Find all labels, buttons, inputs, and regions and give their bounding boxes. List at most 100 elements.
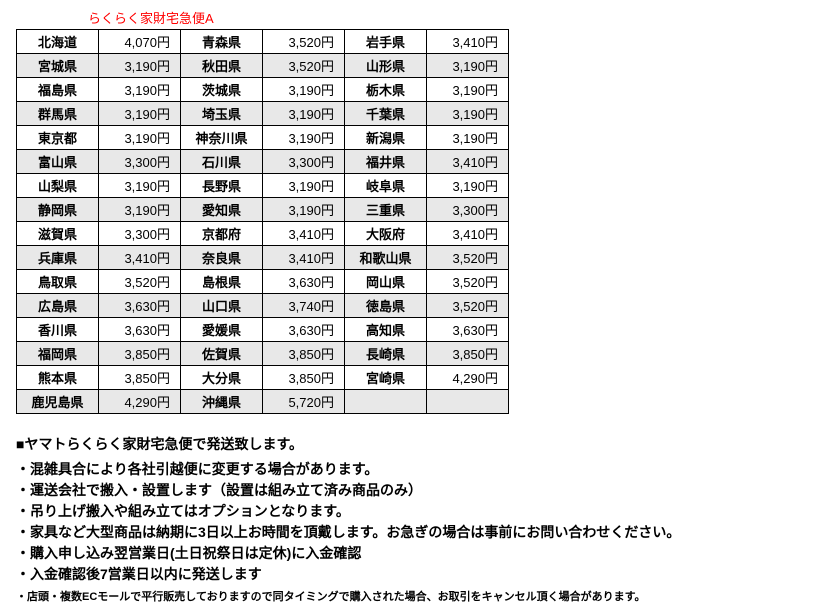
prefecture-cell: 鳥取県: [17, 270, 99, 294]
prefecture-cell: 石川県: [181, 150, 263, 174]
prefecture-cell: 福岡県: [17, 342, 99, 366]
table-row: 広島県3,630円山口県3,740円徳島県3,520円: [17, 294, 509, 318]
table-row: 兵庫県3,410円奈良県3,410円和歌山県3,520円: [17, 246, 509, 270]
prefecture-cell: 茨城県: [181, 78, 263, 102]
prefecture-cell: 福島県: [17, 78, 99, 102]
price-cell: 5,720円: [263, 390, 345, 414]
prefecture-cell: 愛媛県: [181, 318, 263, 342]
table-row: 富山県3,300円石川県3,300円福井県3,410円: [17, 150, 509, 174]
price-cell: 3,190円: [427, 54, 509, 78]
prefecture-cell: 大阪府: [345, 222, 427, 246]
prefecture-cell: 広島県: [17, 294, 99, 318]
table-row: 福岡県3,850円佐賀県3,850円長崎県3,850円: [17, 342, 509, 366]
notes-bullet: ・混雑具合により各社引越便に変更する場合があります。: [16, 459, 806, 480]
price-cell: 3,630円: [427, 318, 509, 342]
price-cell: 4,290円: [427, 366, 509, 390]
prefecture-cell: 宮崎県: [345, 366, 427, 390]
price-cell: 3,850円: [427, 342, 509, 366]
price-cell: 3,190円: [99, 126, 181, 150]
price-cell: 3,630円: [263, 318, 345, 342]
price-cell: 3,410円: [99, 246, 181, 270]
price-cell: 3,190円: [427, 78, 509, 102]
price-cell: 3,410円: [427, 30, 509, 54]
prefecture-cell: 青森県: [181, 30, 263, 54]
price-cell: 3,190円: [427, 102, 509, 126]
prefecture-cell: 岡山県: [345, 270, 427, 294]
table-row: 北海道4,070円青森県3,520円岩手県3,410円: [17, 30, 509, 54]
price-cell: 3,190円: [263, 102, 345, 126]
prefecture-cell: 愛知県: [181, 198, 263, 222]
prefecture-cell: 宮城県: [17, 54, 99, 78]
service-title: らくらく家財宅急便A: [88, 8, 806, 27]
price-cell: 4,070円: [99, 30, 181, 54]
prefecture-cell: 沖縄県: [181, 390, 263, 414]
prefecture-cell: [345, 390, 427, 414]
prefecture-cell: 三重県: [345, 198, 427, 222]
prefecture-cell: 埼玉県: [181, 102, 263, 126]
table-row: 熊本県3,850円大分県3,850円宮崎県4,290円: [17, 366, 509, 390]
notes-bullet: ・購入申し込み翌営業日(土日祝祭日は定休)に入金確認: [16, 543, 806, 564]
price-cell: 3,190円: [263, 198, 345, 222]
prefecture-cell: 神奈川県: [181, 126, 263, 150]
price-cell: 3,850円: [99, 366, 181, 390]
prefecture-cell: 山形県: [345, 54, 427, 78]
prefecture-cell: 長崎県: [345, 342, 427, 366]
price-cell: 4,290円: [99, 390, 181, 414]
table-row: 宮城県3,190円秋田県3,520円山形県3,190円: [17, 54, 509, 78]
prefecture-cell: 福井県: [345, 150, 427, 174]
prefecture-cell: 群馬県: [17, 102, 99, 126]
price-cell: 3,190円: [427, 126, 509, 150]
price-cell: 3,410円: [263, 246, 345, 270]
prefecture-cell: 大分県: [181, 366, 263, 390]
notes-heading: ■ヤマトらくらく家財宅急便で発送致します。: [16, 434, 806, 455]
price-cell: 3,630円: [99, 318, 181, 342]
table-row: 静岡県3,190円愛知県3,190円三重県3,300円: [17, 198, 509, 222]
price-cell: 3,520円: [427, 270, 509, 294]
price-cell: 3,410円: [427, 222, 509, 246]
price-cell: 3,520円: [427, 246, 509, 270]
price-cell: 3,520円: [263, 54, 345, 78]
prefecture-cell: 新潟県: [345, 126, 427, 150]
price-cell: 3,300円: [427, 198, 509, 222]
price-cell: 3,190円: [99, 102, 181, 126]
prefecture-cell: 兵庫県: [17, 246, 99, 270]
prefecture-cell: 徳島県: [345, 294, 427, 318]
price-cell: 3,520円: [263, 30, 345, 54]
price-cell: 3,740円: [263, 294, 345, 318]
prefecture-cell: 山口県: [181, 294, 263, 318]
prefecture-cell: 岐阜県: [345, 174, 427, 198]
table-row: 香川県3,630円愛媛県3,630円高知県3,630円: [17, 318, 509, 342]
price-cell: 3,520円: [427, 294, 509, 318]
price-cell: 3,190円: [263, 174, 345, 198]
prefecture-cell: 熊本県: [17, 366, 99, 390]
price-cell: 3,190円: [99, 198, 181, 222]
prefecture-cell: 京都府: [181, 222, 263, 246]
prefecture-cell: 東京都: [17, 126, 99, 150]
notes-bullet: ・運送会社で搬入・設置します（設置は組み立て済み商品のみ）: [16, 480, 806, 501]
notes-bullet: ・吊り上げ搬入や組み立てはオプションとなります。: [16, 501, 806, 522]
price-cell: 3,850円: [263, 366, 345, 390]
prefecture-cell: 鹿児島県: [17, 390, 99, 414]
table-row: 滋賀県3,300円京都府3,410円大阪府3,410円: [17, 222, 509, 246]
prefecture-cell: 和歌山県: [345, 246, 427, 270]
prefecture-cell: 栃木県: [345, 78, 427, 102]
price-cell: 3,190円: [263, 78, 345, 102]
price-cell: 3,190円: [263, 126, 345, 150]
prefecture-cell: 山梨県: [17, 174, 99, 198]
price-cell: 3,630円: [263, 270, 345, 294]
prefecture-cell: 秋田県: [181, 54, 263, 78]
prefecture-cell: 香川県: [17, 318, 99, 342]
shipping-fee-table: 北海道4,070円青森県3,520円岩手県3,410円宮城県3,190円秋田県3…: [16, 29, 509, 414]
price-cell: 3,630円: [99, 294, 181, 318]
prefecture-cell: 岩手県: [345, 30, 427, 54]
prefecture-cell: 滋賀県: [17, 222, 99, 246]
price-cell: 3,410円: [263, 222, 345, 246]
table-row: 山梨県3,190円長野県3,190円岐阜県3,190円: [17, 174, 509, 198]
price-cell: 3,300円: [99, 150, 181, 174]
prefecture-cell: 北海道: [17, 30, 99, 54]
price-cell: 3,190円: [99, 54, 181, 78]
table-row: 鳥取県3,520円島根県3,630円岡山県3,520円: [17, 270, 509, 294]
prefecture-cell: 佐賀県: [181, 342, 263, 366]
notes-small: ・店頭・複数ECモールで平行販売しておりますので同タイミングで購入された場合、お…: [16, 589, 806, 606]
prefecture-cell: 千葉県: [345, 102, 427, 126]
